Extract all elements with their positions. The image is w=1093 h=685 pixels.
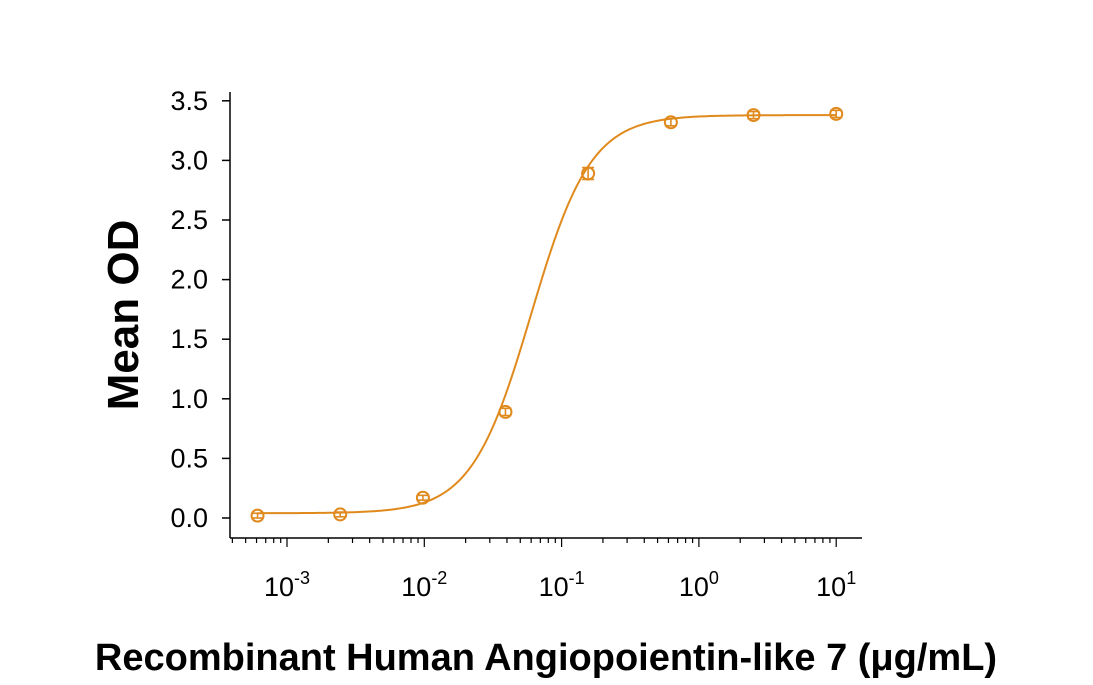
data-point <box>746 108 761 123</box>
data-point-marker <box>663 115 678 130</box>
fit-curve-layer <box>257 114 837 515</box>
x-tick-label: 10-2 <box>401 568 447 602</box>
x-axis: 10-3 10-2 10-1 100 101 <box>230 537 862 602</box>
fit-curve <box>257 114 837 515</box>
data-point-marker <box>415 490 430 505</box>
data-point-marker <box>250 508 265 523</box>
y-tick-label: 0.5 <box>170 443 208 473</box>
data-point-marker <box>498 404 513 419</box>
data-point <box>250 508 265 523</box>
x-tick-label: 100 <box>679 568 719 602</box>
data-point <box>829 106 844 121</box>
y-tick-label: 0.0 <box>170 503 208 533</box>
data-point <box>415 490 430 505</box>
x-tick-label: 10-3 <box>264 568 310 602</box>
y-tick-label: 2.5 <box>170 205 208 235</box>
data-point-marker <box>746 108 761 123</box>
y-tick-label: 1.0 <box>170 384 208 414</box>
y-axis: 0.0 0.5 1.0 1.5 2.0 2.5 3.0 3.5 <box>170 86 231 538</box>
data-point <box>581 166 596 181</box>
data-point <box>663 115 678 130</box>
data-points-layer <box>250 106 844 523</box>
data-point-marker <box>333 507 348 522</box>
data-point-marker <box>581 166 596 181</box>
y-tick-label: 2.0 <box>170 265 208 295</box>
data-point <box>333 507 348 522</box>
y-tick-label: 3.5 <box>170 86 208 116</box>
x-axis-title: Recombinant Human Angiopoientin-like 7 (… <box>95 637 997 679</box>
data-point-marker <box>829 106 844 121</box>
y-tick-label: 1.5 <box>170 324 208 354</box>
data-point <box>498 404 513 419</box>
y-axis-title: Mean OD <box>99 220 148 411</box>
y-tick-label: 3.0 <box>170 145 208 175</box>
x-tick-label: 10-1 <box>539 568 585 602</box>
x-tick-label: 101 <box>816 568 856 602</box>
